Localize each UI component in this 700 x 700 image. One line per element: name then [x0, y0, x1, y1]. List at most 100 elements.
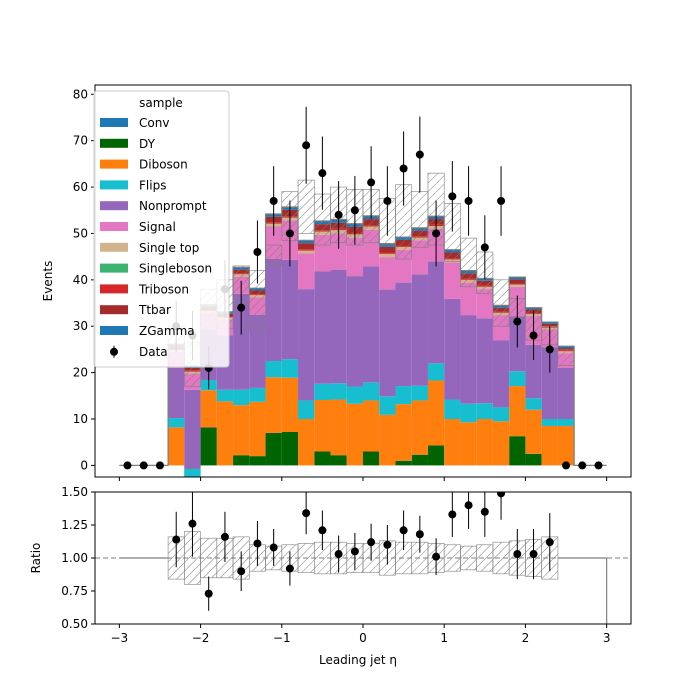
- bar-ttbar: [379, 246, 396, 253]
- bar-dy: [233, 455, 250, 466]
- data-point: [545, 345, 554, 354]
- data-point: [139, 461, 148, 470]
- legend-data-marker: [110, 347, 118, 356]
- band-bin: [411, 191, 429, 248]
- bar-signal: [379, 257, 396, 290]
- data-point: [253, 248, 262, 257]
- bar-nonprompt: [281, 259, 299, 360]
- bar-signal: [411, 240, 428, 275]
- bar-flips: [411, 385, 428, 401]
- legend-label: Data: [139, 345, 168, 359]
- y-tick-label: 10: [73, 412, 88, 426]
- bar-dy: [363, 451, 380, 466]
- legend-label: Conv: [139, 116, 169, 130]
- bar-nonprompt: [557, 367, 575, 420]
- data-point: [529, 331, 538, 340]
- band-bin: [265, 244, 283, 267]
- legend: sample Conv DY Diboson Flips Nonprompt Signal…: [93, 90, 230, 368]
- main-x-ticks: [118, 477, 608, 481]
- y-tick-label: 50: [73, 226, 88, 240]
- bar-nonprompt: [525, 344, 542, 399]
- bar-zgamma: [557, 346, 575, 349]
- y-tick-label: 70: [73, 134, 88, 148]
- bar-flips: [444, 399, 461, 420]
- ratio-y-tick-label: 1.00: [61, 551, 88, 565]
- legend-label: Nonprompt: [139, 199, 207, 213]
- bar-diboson: [541, 425, 558, 466]
- ratio-point: [237, 567, 246, 576]
- ratio-x-ticks: −3 −2 −1 0 1 2 3: [111, 624, 611, 645]
- ratio-point: [302, 509, 311, 518]
- bar-single-top: [379, 253, 396, 258]
- data-point: [302, 141, 311, 150]
- bar-diboson: [233, 405, 250, 456]
- ratio-y-tick-label: 0.50: [61, 617, 88, 631]
- bar-flips: [281, 359, 299, 378]
- bar-dy: [509, 436, 526, 466]
- data-point: [578, 461, 587, 470]
- bar-diboson: [298, 419, 315, 466]
- bar-diboson: [427, 380, 445, 446]
- bar-flips: [168, 418, 185, 428]
- bar-dy: [200, 427, 217, 466]
- band-bin: [557, 349, 575, 366]
- ratio-point: [432, 552, 441, 561]
- x-tick-label: 2: [522, 631, 530, 645]
- ratio-point: [464, 501, 473, 510]
- bar-nonprompt: [298, 289, 315, 401]
- bar-flips: [541, 419, 558, 426]
- ratio-point: [220, 532, 229, 541]
- bar-flips: [427, 363, 445, 381]
- bar-diboson: [444, 419, 461, 466]
- bar-signal: [444, 262, 461, 299]
- bar-dy: [281, 432, 299, 466]
- bar-nonprompt: [395, 282, 412, 387]
- bar-signal: [298, 253, 315, 290]
- ratio-y-tick-label: 0.75: [61, 584, 88, 598]
- ratio-point: [172, 535, 181, 544]
- y-axis-label: Events: [41, 261, 55, 302]
- bar-zgamma: [298, 240, 315, 244]
- bar-dy: [249, 456, 266, 466]
- bar-triboson: [379, 252, 396, 254]
- bar-flips: [509, 371, 526, 387]
- ratio-point: [188, 519, 197, 528]
- x-axis-label: Leading jet η: [319, 653, 397, 667]
- data-point: [350, 206, 359, 215]
- bar-nonprompt: [168, 367, 185, 419]
- ratio-points: [172, 492, 554, 611]
- bar-dy: [314, 451, 331, 466]
- bar-signal: [460, 282, 477, 316]
- bar-ttbar: [509, 279, 526, 284]
- bar-single-top: [509, 284, 526, 287]
- data-point: [155, 461, 164, 470]
- bar-nonprompt: [330, 269, 347, 384]
- bar-zgamma: [541, 322, 558, 324]
- bar-diboson: [216, 401, 234, 466]
- ratio-y-tick-label: 1.25: [61, 518, 88, 532]
- legend-label: Singleboson: [139, 262, 212, 276]
- x-tick-label: 3: [603, 631, 611, 645]
- bar-nonprompt: [492, 340, 510, 408]
- data-point: [497, 196, 506, 205]
- bar-flips: [363, 382, 380, 401]
- bar-flips: [314, 383, 331, 400]
- bar-flips: [265, 361, 282, 378]
- bar-diboson: [249, 401, 266, 457]
- bar-diboson: [346, 403, 363, 466]
- data-point: [448, 192, 457, 201]
- ratio-point: [383, 540, 392, 549]
- bar-diboson: [379, 414, 396, 466]
- data-point: [399, 164, 408, 173]
- band-bin: [492, 279, 510, 327]
- bar-signal: [346, 237, 363, 277]
- ratio-point: [480, 507, 489, 516]
- legend-label: Flips: [139, 178, 166, 192]
- bar-dy: [427, 445, 445, 466]
- ratio-point: [448, 510, 457, 519]
- bar-flips: [492, 407, 510, 422]
- x-tick-label: −2: [192, 631, 210, 645]
- bar-diboson: [476, 419, 493, 466]
- ratio-plot-panel: 0.50 0.75 1.00 1.25 1.50 −3 −2 −1 0 1 2 3 Ratio Le…: [29, 485, 632, 667]
- bar-diboson: [168, 427, 185, 466]
